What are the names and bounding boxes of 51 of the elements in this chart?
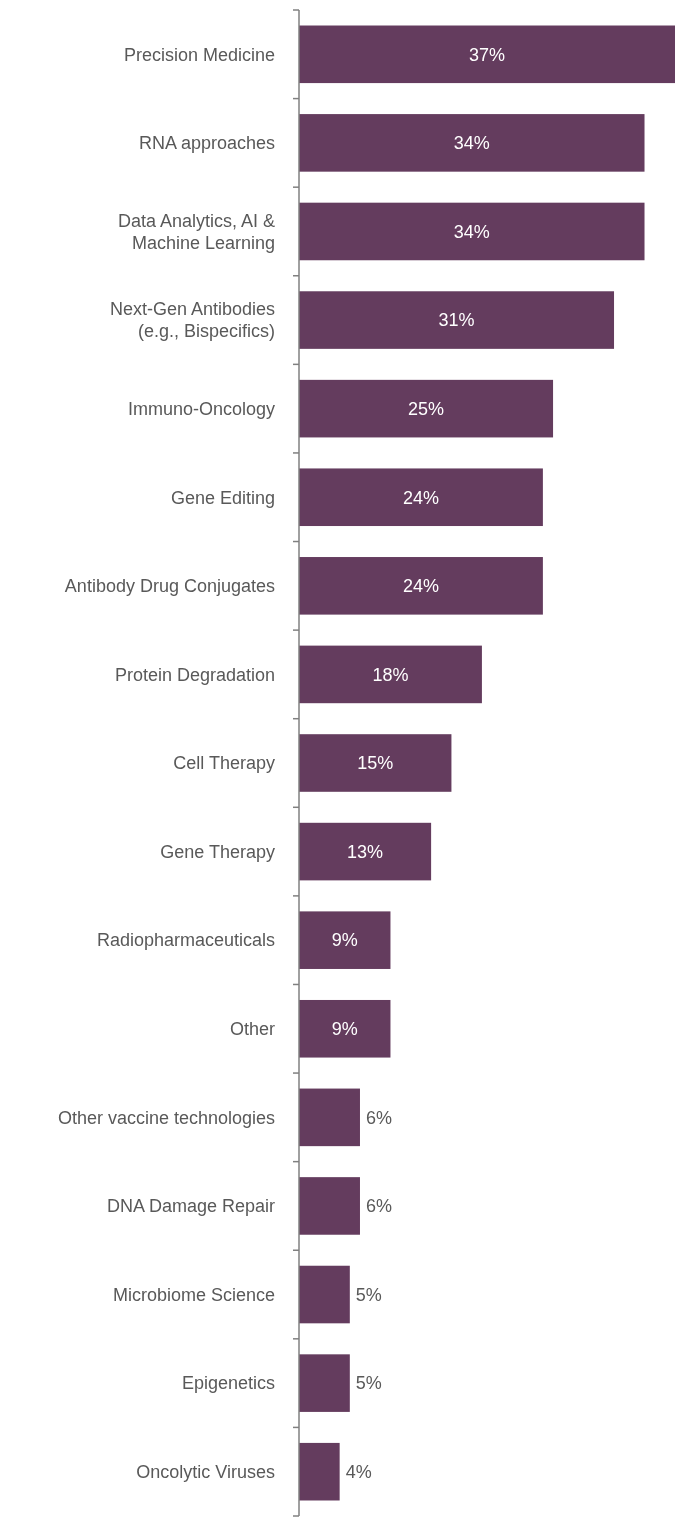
y-tick-label: Radiopharmaceuticals — [96, 930, 275, 951]
y-tick-label: Next-Gen Antibodies (e.g., Bispecifics) — [109, 299, 275, 342]
y-tick-label: Microbiome Science — [112, 1284, 275, 1305]
data-label: 37% — [468, 44, 506, 65]
data-label: 31% — [438, 310, 475, 331]
data-label: 13% — [347, 841, 384, 862]
bar — [299, 734, 452, 792]
bar — [299, 822, 432, 881]
bar — [299, 1177, 360, 1235]
data-label: 24% — [402, 576, 439, 597]
data-label: 15% — [357, 753, 394, 774]
data-label: 18% — [372, 664, 409, 685]
y-tick-label: DNA Damage Repair — [106, 1196, 275, 1217]
data-label: 9% — [331, 930, 358, 951]
bar — [299, 379, 554, 438]
y-tick-label: Precision Medicine — [123, 44, 275, 65]
bar — [299, 468, 543, 527]
y-tick-label: Oncolytic Viruses — [136, 1462, 275, 1483]
y-tick-label: RNA approaches — [138, 133, 275, 154]
bar — [299, 557, 543, 615]
bar — [299, 202, 645, 261]
y-tick-label: Immuno-Oncology — [127, 398, 275, 419]
data-label: 5% — [355, 1284, 382, 1305]
y-tick-label: Cell Therapy — [173, 753, 275, 774]
y-tick-label: Epigenetics — [181, 1373, 275, 1394]
bar — [299, 1088, 360, 1147]
data-label: 34% — [453, 221, 490, 242]
bar — [299, 1442, 340, 1501]
data-label: 6% — [365, 1107, 392, 1128]
data-label: 4% — [345, 1462, 372, 1483]
y-tick-label: Antibody Drug Conjugates — [64, 576, 275, 597]
bar — [299, 1265, 350, 1324]
bar — [299, 1354, 350, 1412]
data-label: 24% — [402, 487, 439, 508]
data-label: 34% — [453, 133, 490, 154]
y-tick-label: Other — [229, 1019, 275, 1040]
y-tick-label: Protein Degradation — [114, 664, 275, 685]
bar — [299, 999, 391, 1058]
data-label: 9% — [331, 1019, 358, 1040]
bar — [299, 645, 482, 704]
data-label: 25% — [408, 398, 445, 419]
bar — [299, 25, 675, 84]
y-tick-label: Other vaccine technologies — [57, 1107, 275, 1128]
bar — [299, 114, 645, 172]
y-tick-label: Gene Therapy — [160, 841, 275, 862]
y-tick-label: Data Analytics, AI & Machine Learning — [117, 210, 275, 253]
y-tick-label: Gene Editing — [170, 487, 275, 508]
bar — [299, 911, 391, 969]
bar — [299, 291, 615, 349]
data-label: 5% — [355, 1373, 382, 1394]
data-label: 6% — [365, 1196, 392, 1217]
